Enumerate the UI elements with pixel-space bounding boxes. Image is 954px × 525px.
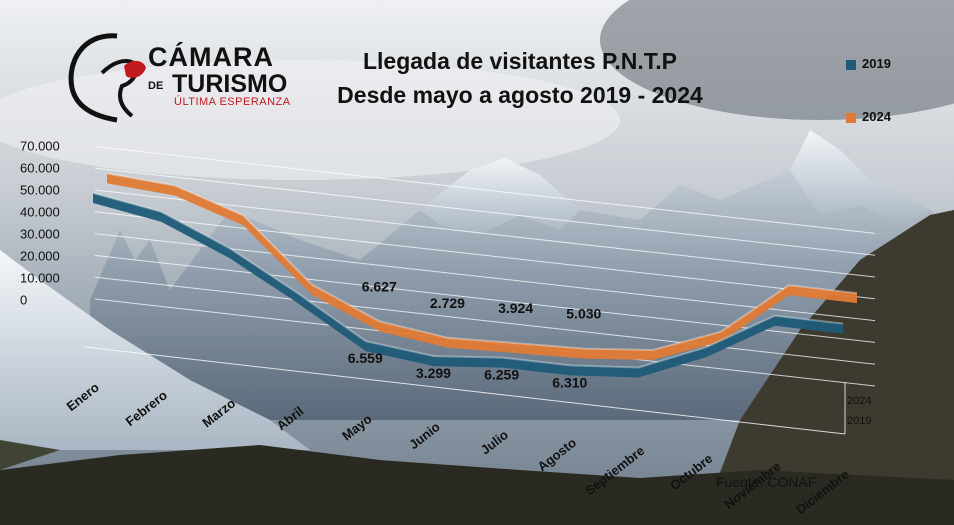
data-label: 6.310 xyxy=(552,374,587,390)
x-tick-label: Marzo xyxy=(199,395,238,430)
data-label: 6.259 xyxy=(484,367,519,383)
y-tick-label: 10.000 xyxy=(20,270,60,285)
gridline xyxy=(94,276,876,365)
data-label: 6.559 xyxy=(348,350,383,366)
y-tick-label: 50.000 xyxy=(20,182,60,197)
series-2024-ribbon xyxy=(107,173,857,361)
x-tick-label: Enero xyxy=(64,380,102,415)
y-tick-label: 40.000 xyxy=(20,204,60,219)
legend-label-2019: 2019 xyxy=(862,56,891,71)
legend-item-2019: 2019 xyxy=(846,56,891,71)
y-tick-label: 30.000 xyxy=(20,226,60,241)
y-tick-label: 0 xyxy=(20,292,27,307)
x-tick-label: Septiembre xyxy=(582,443,647,498)
x-tick-label: Junio xyxy=(406,419,443,452)
series-2024-line xyxy=(106,172,858,352)
x-tick-label: Febrero xyxy=(123,387,170,429)
depth-label: 2019 xyxy=(847,415,871,427)
y-tick-label: 70.000 xyxy=(20,138,60,153)
logo-text-de: DE xyxy=(148,80,164,92)
y-tick-label: 20.000 xyxy=(20,248,60,263)
gridline xyxy=(94,145,876,234)
chart-title-line2: Desde mayo a agosto 2019 - 2024 xyxy=(337,82,703,108)
data-label: 5.030 xyxy=(566,306,601,322)
data-label: 6.627 xyxy=(362,278,397,294)
series-2019-ribbon xyxy=(93,193,843,378)
gridline xyxy=(94,211,876,300)
series-2019-line xyxy=(92,192,844,369)
gridline xyxy=(94,189,876,278)
gridline xyxy=(94,254,876,343)
dancer-emblem-icon xyxy=(68,33,146,123)
floor-edge xyxy=(84,346,846,435)
x-tick-label: Abril xyxy=(274,403,307,433)
x-tick-label: Mayo xyxy=(339,411,374,443)
x-tick-label: Octubre xyxy=(667,451,716,494)
gridline xyxy=(94,167,876,256)
x-tick-label: Julio xyxy=(478,427,511,458)
legend-item-2024: 2024 xyxy=(846,109,891,124)
depth-label: 2024 xyxy=(847,395,871,407)
logo-text-turismo: TURISMO xyxy=(172,70,288,98)
source-note: Fuente: CONAF xyxy=(716,474,817,490)
data-label: 3.299 xyxy=(416,365,451,381)
x-tick-label: Agosto xyxy=(535,435,580,474)
legend-label-2024: 2024 xyxy=(862,109,891,124)
legend-swatch-2024 xyxy=(846,112,856,123)
chart-title-line1: Llegada de visitantes P.N.T.P xyxy=(362,48,678,74)
legend-swatch-2019 xyxy=(846,59,856,70)
chart-title: Llegada de visitantes P.N.T.P Desde mayo… xyxy=(300,44,740,112)
data-label: 2.729 xyxy=(430,295,465,311)
camara-turismo-logo: CÁMARA DE TURISMO ÚLTIMA ESPERANZA xyxy=(62,28,292,123)
y-tick-label: 60.000 xyxy=(20,160,60,175)
data-label: 3.924 xyxy=(498,300,533,316)
logo-text-ultima-esperanza: ÚLTIMA ESPERANZA xyxy=(174,96,291,108)
logo-text-camara: CÁMARA xyxy=(148,42,274,72)
